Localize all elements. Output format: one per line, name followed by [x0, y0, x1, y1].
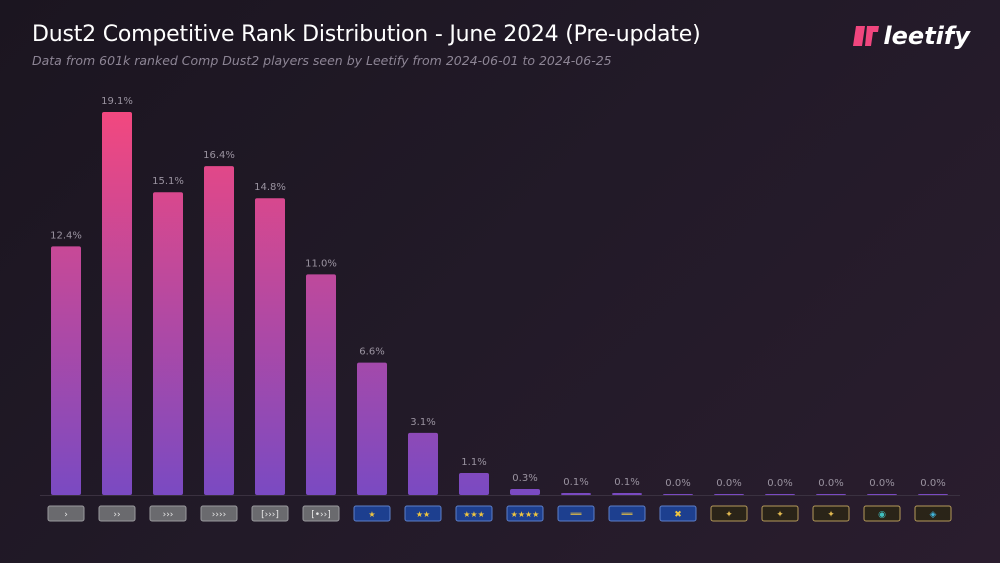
rank-icon-silver: [•››] [302, 505, 340, 522]
bar-17 [867, 494, 897, 495]
rank-icon-silver: › [47, 505, 85, 522]
bar-9 [459, 472, 489, 495]
bar-18 [918, 494, 948, 495]
data-label: 16.4% [203, 150, 235, 161]
data-label: 0.1% [563, 477, 588, 488]
data-label: 0.3% [512, 473, 537, 484]
svg-text:››››: ›››› [212, 510, 226, 520]
bar-4 [204, 166, 234, 495]
data-label: 14.8% [254, 182, 286, 193]
data-label: 0.0% [665, 478, 690, 489]
svg-text:✖: ✖ [674, 510, 682, 520]
data-label: 0.0% [920, 478, 945, 489]
rank-icon-master-guardian: ✖ [659, 505, 697, 522]
bar-14 [714, 494, 744, 495]
bar-2 [102, 112, 132, 495]
data-label: 0.1% [614, 477, 639, 488]
bar-6 [306, 274, 336, 495]
leetify-logo: leetify [853, 22, 970, 50]
svg-text:★★: ★★ [416, 510, 430, 519]
svg-text:★★★: ★★★ [463, 510, 485, 519]
svg-text:›: › [64, 510, 68, 520]
data-label: 0.0% [869, 478, 894, 489]
svg-text:✦: ✦ [776, 510, 784, 520]
rank-icon-silver: ››› [149, 505, 187, 522]
bar-7 [357, 362, 387, 495]
data-label: 3.1% [410, 417, 435, 428]
rank-icon-global-elite: ◈ [914, 505, 952, 522]
rank-icon-eagle: ✦ [761, 505, 799, 522]
data-label: 0.0% [716, 478, 741, 489]
rank-icon-supreme: ◉ [863, 505, 901, 522]
chart-subtitle: Data from 601k ranked Comp Dust2 players… [32, 53, 612, 68]
bar-3 [153, 192, 183, 496]
svg-text:››: ›› [113, 510, 120, 520]
bar-16 [816, 494, 846, 495]
data-label: 12.4% [50, 230, 82, 241]
rank-icon-silver: ›››› [200, 505, 238, 522]
rank-icon-master-guardian: ══ [557, 505, 595, 522]
data-label: 19.1% [101, 96, 133, 107]
rank-icon-gold-nova: ★★★★ [506, 505, 544, 522]
chart-title: Dust2 Competitive Rank Distribution - Ju… [32, 22, 701, 47]
svg-text:[•››]: [•››] [311, 510, 331, 520]
svg-text:★: ★ [368, 510, 375, 519]
rank-icon-master-guardian: ══ [608, 505, 646, 522]
bar-1 [51, 246, 81, 495]
data-label: 6.6% [359, 347, 384, 358]
rank-icon-eagle: ✦ [710, 505, 748, 522]
rank-icon-eagle: ✦ [812, 505, 850, 522]
data-label: 0.0% [818, 478, 843, 489]
svg-text:★★★★: ★★★★ [511, 510, 540, 519]
logo-text: leetify [883, 22, 970, 50]
svg-text:◈: ◈ [930, 510, 937, 520]
svg-text:[›››]: [›››] [261, 510, 279, 520]
data-label: 1.1% [461, 457, 486, 468]
bar-10 [510, 488, 540, 495]
leetify-logo-icon [853, 26, 880, 46]
rank-icon-gold-nova: ★★ [404, 505, 442, 522]
rank-icon-silver: [›››] [251, 505, 289, 522]
rank-icon-silver: ›› [98, 505, 136, 522]
svg-text:══: ══ [570, 510, 582, 520]
data-label: 15.1% [152, 176, 184, 187]
bar-11 [561, 492, 591, 495]
bar-13 [663, 494, 693, 495]
bar-12 [612, 492, 642, 495]
data-label: 11.0% [305, 258, 337, 269]
svg-text:✦: ✦ [725, 510, 733, 520]
rank-icon-gold-nova: ★★★ [455, 505, 493, 522]
svg-text:›››: ››› [163, 510, 174, 520]
data-label: 0.0% [767, 478, 792, 489]
svg-text:◉: ◉ [878, 510, 886, 520]
bar-5 [255, 198, 285, 495]
rank-icon-gold-nova: ★ [353, 505, 391, 522]
svg-text:✦: ✦ [827, 510, 835, 520]
bar-8 [408, 432, 438, 495]
svg-text:══: ══ [621, 510, 633, 520]
bar-15 [765, 494, 795, 495]
